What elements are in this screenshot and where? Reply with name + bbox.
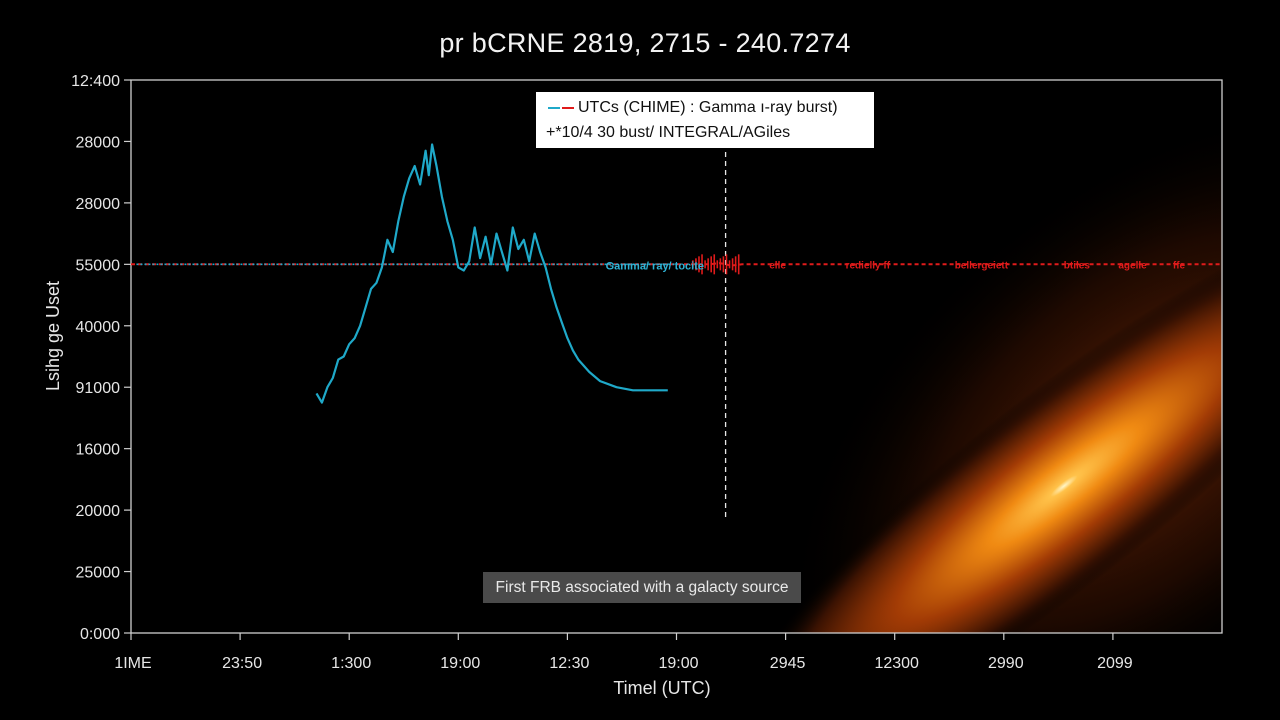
inline-label-red-fragment: agelle <box>1118 260 1147 271</box>
y-tick-label: 91000 <box>76 380 121 397</box>
inline-label-red-fragment: bellergeiett <box>955 260 1009 271</box>
y-tick-label: 40000 <box>76 319 121 336</box>
annotation-box: First FRB associated with a galacty sour… <box>483 572 801 603</box>
x-axis-label: Timel (UTC) <box>613 678 710 698</box>
inline-label-red-fragment: btiles <box>1064 260 1091 271</box>
inline-label-red-fragment: redielly ff <box>846 260 891 271</box>
galaxy-glow <box>131 80 1222 633</box>
x-tick-label: 23:50 <box>222 655 262 672</box>
legend-entry-chime: UTCs (CHIME) : Gamma ı-ray burst) <box>548 99 838 117</box>
y-axis-label: Lsihg ge Uset <box>43 281 63 391</box>
legend-swatch-icon <box>548 101 574 115</box>
series-burst-cluster-gamma <box>692 254 740 275</box>
x-tick-label: 1IME <box>114 655 151 672</box>
inline-label-gamma: Gamma/ ray/ tocite <box>606 260 704 272</box>
x-tick-label: 12300 <box>874 655 919 672</box>
y-tick-label: 16000 <box>76 442 121 459</box>
legend-entry-label: UTCs (CHIME) : Gamma ı-ray burst) <box>578 99 838 116</box>
y-tick-label: 55000 <box>76 257 121 274</box>
y-tick-label: 20000 <box>76 503 121 520</box>
x-tick-label: 2990 <box>988 655 1024 672</box>
y-tick-label: 28000 <box>76 196 121 213</box>
x-tick-label: 1:300 <box>331 655 371 672</box>
inline-label-red-fragment: elle <box>769 260 786 271</box>
y-tick-label: 0:000 <box>80 626 120 643</box>
x-tick-label: 19:00 <box>658 655 698 672</box>
x-tick-label: 2945 <box>770 655 806 672</box>
y-tick-label: 12:400 <box>71 73 120 90</box>
y-tick-label: 25000 <box>76 565 121 582</box>
y-tick-label: 28000 <box>76 134 121 151</box>
chart-legend: UTCs (CHIME) : Gamma ı-ray burst) +*10/4… <box>536 92 874 148</box>
x-tick-label: 12:30 <box>549 655 589 672</box>
legend-entry-label: +*10/4 30 bust/ INTEGRAL/AGiles <box>546 124 791 141</box>
legend-entry-integral: +*10/4 30 bust/ INTEGRAL/AGiles <box>546 124 790 142</box>
x-tick-label: 19:00 <box>440 655 480 672</box>
chart-title: pr bCRNE 2819, 2715 - 240.7274 <box>439 28 851 58</box>
x-tick-label: 2099 <box>1097 655 1133 672</box>
inline-label-red-fragment: ffe <box>1173 260 1186 271</box>
series-line-chime <box>315 143 668 404</box>
